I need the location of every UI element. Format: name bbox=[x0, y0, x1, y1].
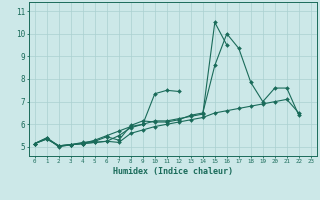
X-axis label: Humidex (Indice chaleur): Humidex (Indice chaleur) bbox=[113, 167, 233, 176]
